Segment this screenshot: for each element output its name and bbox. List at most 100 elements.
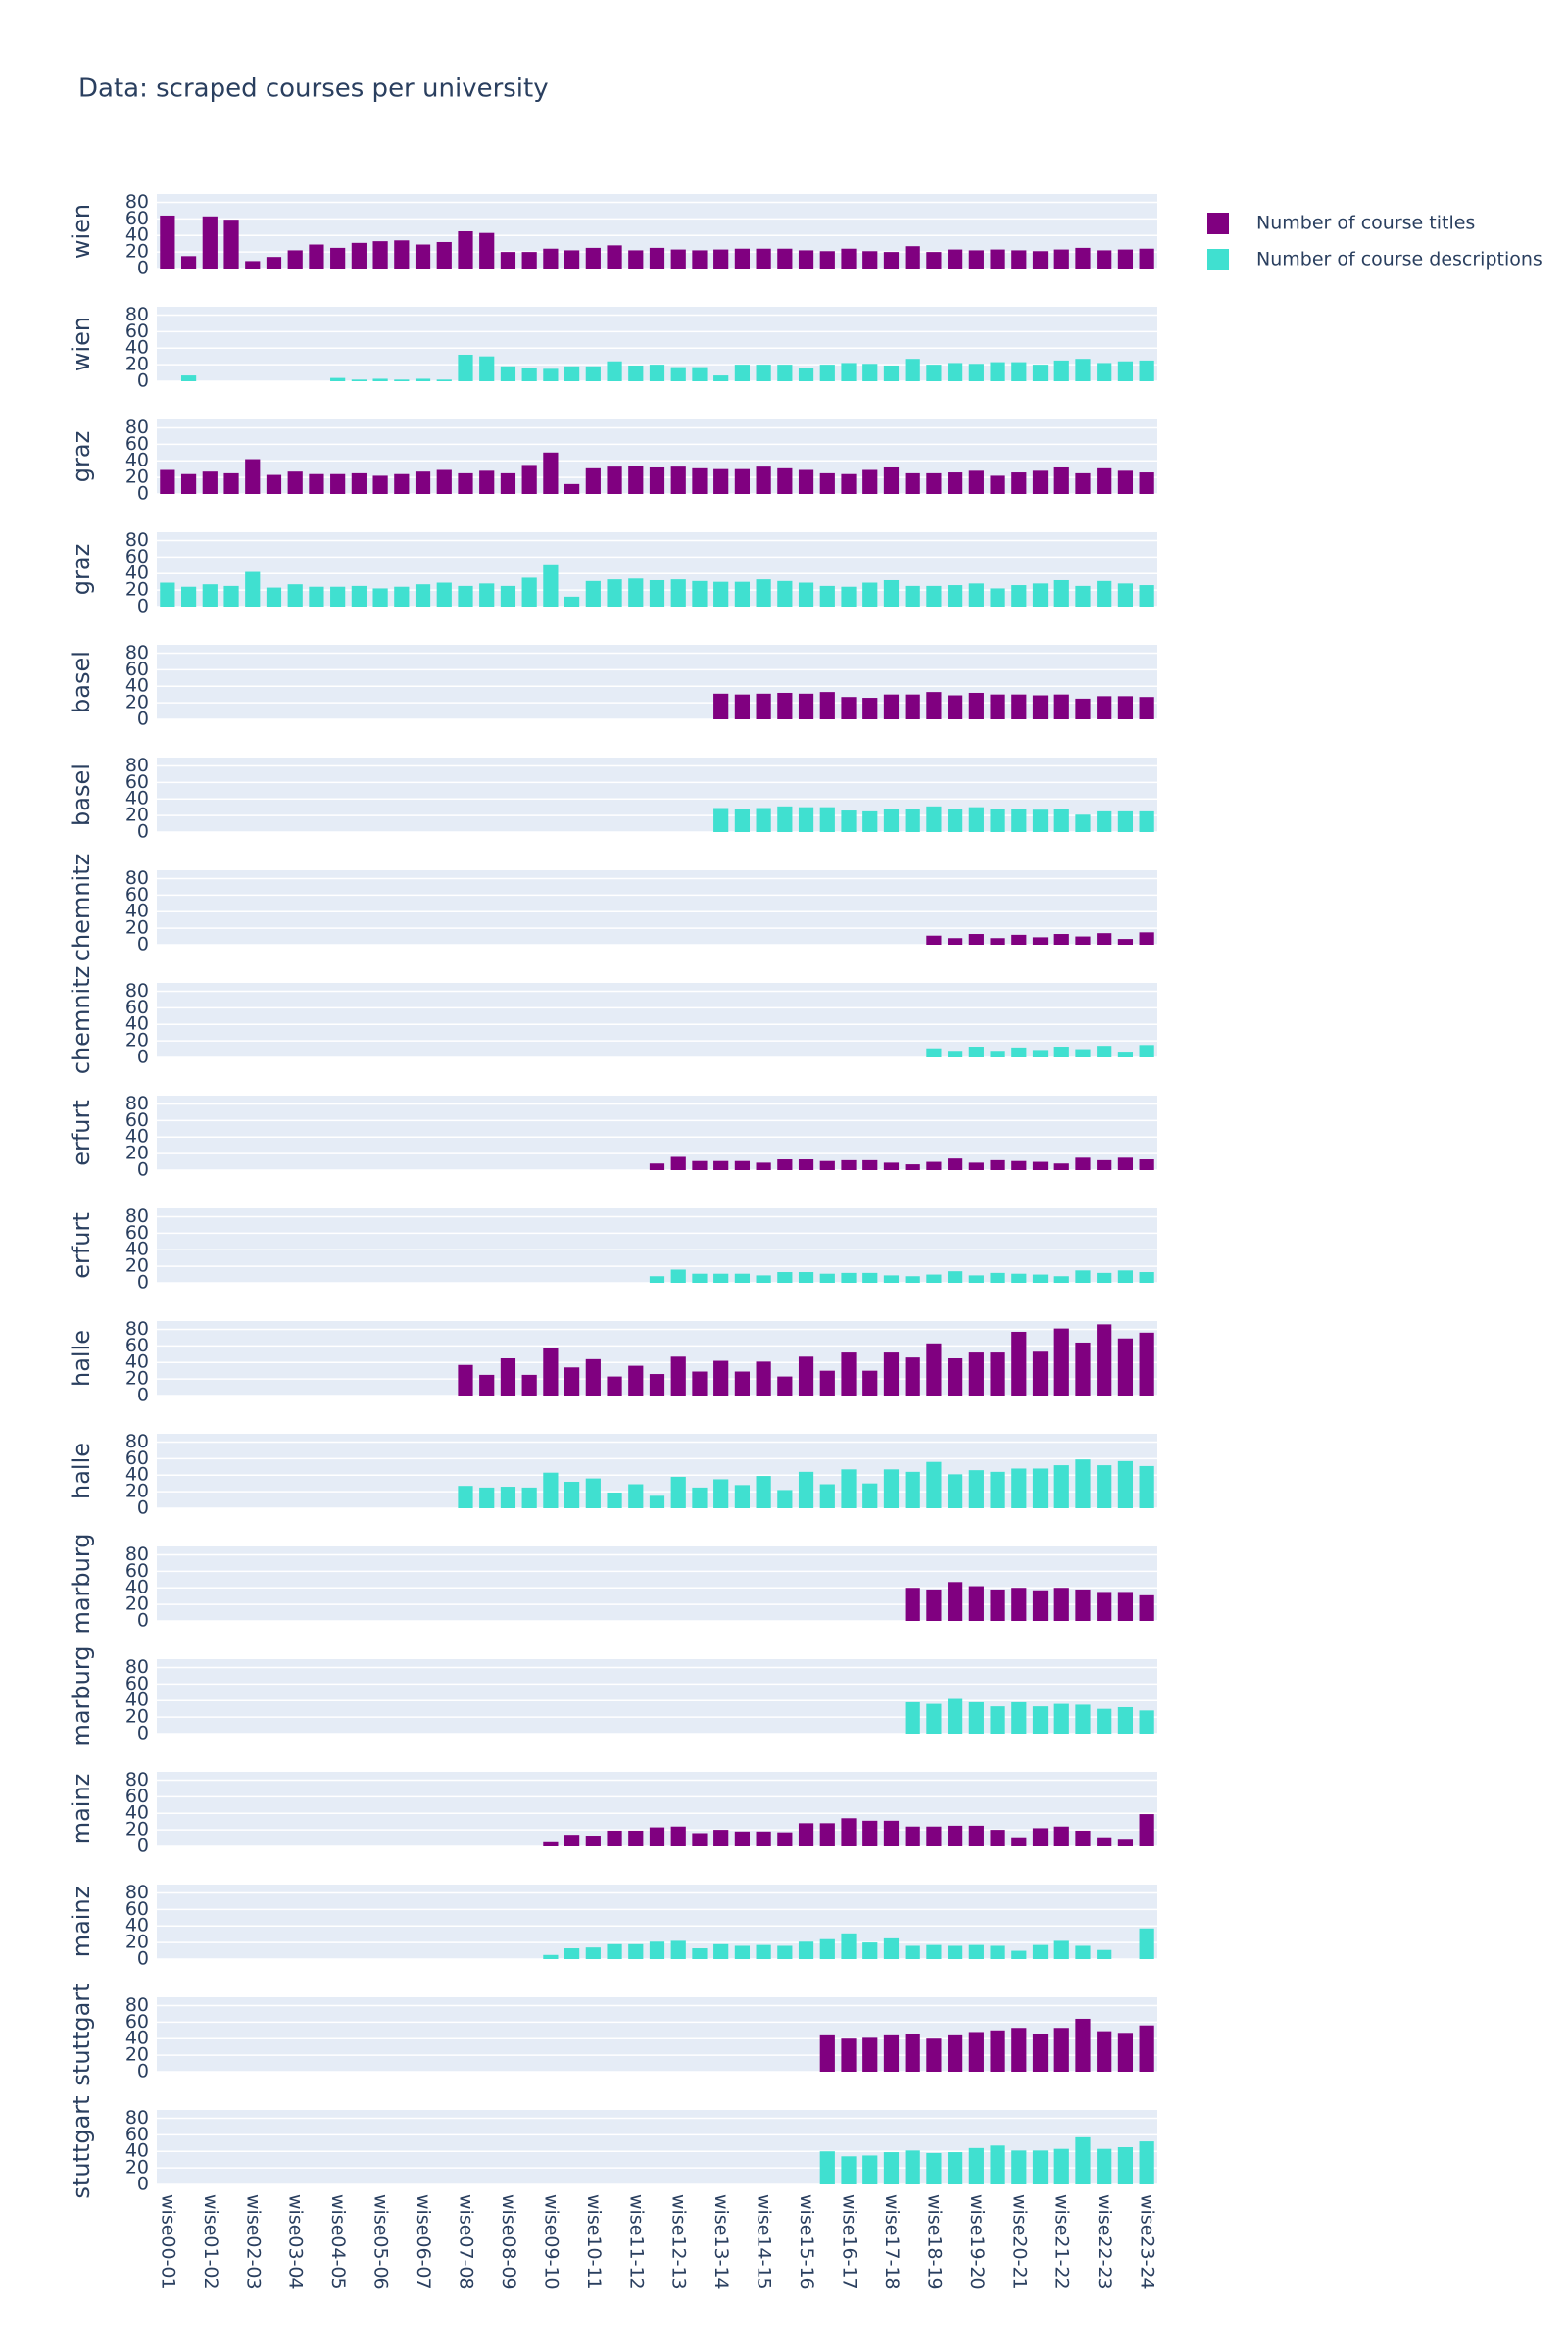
bar bbox=[926, 1944, 942, 1959]
bar bbox=[1117, 696, 1134, 719]
bar bbox=[628, 250, 644, 269]
bar bbox=[394, 240, 410, 269]
bar bbox=[479, 470, 495, 494]
bar bbox=[628, 466, 644, 494]
y-axis-label: mainz bbox=[68, 1886, 95, 1958]
bar bbox=[628, 1365, 644, 1396]
bar bbox=[309, 473, 324, 494]
bar bbox=[926, 1826, 942, 1846]
bar bbox=[351, 585, 367, 607]
bar bbox=[1117, 2033, 1134, 2072]
bar bbox=[564, 1948, 580, 1959]
bar bbox=[458, 1486, 473, 1508]
bar bbox=[1139, 1928, 1154, 1959]
bar bbox=[649, 247, 665, 269]
bar bbox=[883, 1937, 900, 1959]
bar bbox=[372, 475, 388, 494]
bar bbox=[1054, 579, 1069, 607]
bar bbox=[948, 1358, 963, 1396]
bar bbox=[670, 1940, 686, 1959]
bar bbox=[734, 1831, 750, 1846]
bar bbox=[883, 694, 900, 719]
bar bbox=[1139, 472, 1154, 494]
bar bbox=[1054, 2148, 1069, 2184]
bar bbox=[1097, 580, 1112, 607]
bar bbox=[948, 2152, 963, 2184]
bar bbox=[1097, 1324, 1112, 1396]
y-tick-label: 20 bbox=[125, 1255, 149, 1277]
y-tick-label: 20 bbox=[125, 692, 149, 713]
bar bbox=[1054, 466, 1069, 494]
bar bbox=[1011, 1160, 1027, 1170]
x-tick-label: wise04-05 bbox=[327, 2194, 349, 2290]
bar bbox=[500, 1487, 516, 1508]
bar bbox=[819, 1938, 835, 1959]
y-tick-label: 40 bbox=[125, 2028, 149, 2049]
x-tick-label: wise21-22 bbox=[1052, 2194, 1073, 2290]
y-tick-label: 60 bbox=[125, 884, 149, 906]
bar bbox=[649, 466, 665, 494]
y-tick-label: 0 bbox=[137, 1497, 149, 1519]
bar bbox=[1139, 1045, 1154, 1057]
y-tick-label: 40 bbox=[125, 563, 149, 584]
y-tick-label: 40 bbox=[125, 1690, 149, 1711]
bar bbox=[819, 585, 835, 607]
legend-label: Number of course titles bbox=[1256, 213, 1475, 234]
bar bbox=[841, 248, 857, 269]
bar bbox=[564, 1367, 580, 1396]
bar bbox=[1054, 1588, 1069, 1621]
bar bbox=[841, 1933, 857, 1959]
y-tick-label: 80 bbox=[125, 529, 149, 551]
bar bbox=[841, 1159, 857, 1170]
bar bbox=[926, 252, 942, 269]
bar bbox=[841, 1469, 857, 1508]
bar bbox=[1139, 2025, 1154, 2072]
bar bbox=[926, 1161, 942, 1170]
y-tick-label: 0 bbox=[137, 483, 149, 505]
y-tick-label: 20 bbox=[125, 917, 149, 939]
bar bbox=[372, 241, 388, 269]
bar bbox=[351, 242, 367, 269]
x-tick-label: wise05-06 bbox=[370, 2194, 392, 2290]
bar bbox=[841, 2156, 857, 2184]
bar bbox=[543, 564, 559, 607]
y-tick-label: 60 bbox=[125, 208, 149, 229]
y-tick-label: 20 bbox=[125, 1593, 149, 1615]
bar bbox=[905, 1826, 920, 1846]
bar bbox=[1117, 1157, 1134, 1170]
bar bbox=[905, 1164, 920, 1170]
bar bbox=[670, 1826, 686, 1846]
y-tick-label: 40 bbox=[125, 1126, 149, 1148]
bar bbox=[990, 938, 1005, 945]
bar bbox=[1097, 2031, 1112, 2072]
bar bbox=[1011, 808, 1027, 832]
bar bbox=[1097, 696, 1112, 719]
y-axis-label: graz bbox=[68, 431, 95, 482]
bar bbox=[841, 1272, 857, 1283]
y-tick-label: 20 bbox=[125, 1706, 149, 1728]
x-tick-label: wise10-11 bbox=[583, 2194, 605, 2290]
bar bbox=[968, 1586, 984, 1621]
bar bbox=[1032, 470, 1049, 494]
bar bbox=[734, 248, 750, 269]
y-tick-label: 20 bbox=[125, 2157, 149, 2179]
bar bbox=[948, 1051, 963, 1057]
bar bbox=[607, 466, 622, 494]
bar bbox=[841, 697, 857, 719]
y-tick-label: 20 bbox=[125, 1481, 149, 1502]
y-tick-label: 0 bbox=[137, 1836, 149, 1857]
bar bbox=[1011, 585, 1027, 607]
x-tick-label: wise02-03 bbox=[242, 2194, 264, 2290]
bar bbox=[521, 252, 537, 269]
bar bbox=[862, 2037, 878, 2072]
bar bbox=[990, 1830, 1005, 1846]
bar bbox=[905, 2034, 920, 2072]
bar bbox=[948, 1582, 963, 1621]
bar bbox=[948, 585, 963, 607]
bar bbox=[777, 1159, 793, 1170]
bar bbox=[819, 365, 835, 381]
bar bbox=[777, 1832, 793, 1846]
bar bbox=[968, 934, 984, 945]
bar bbox=[948, 1474, 963, 1508]
bar bbox=[180, 586, 197, 607]
